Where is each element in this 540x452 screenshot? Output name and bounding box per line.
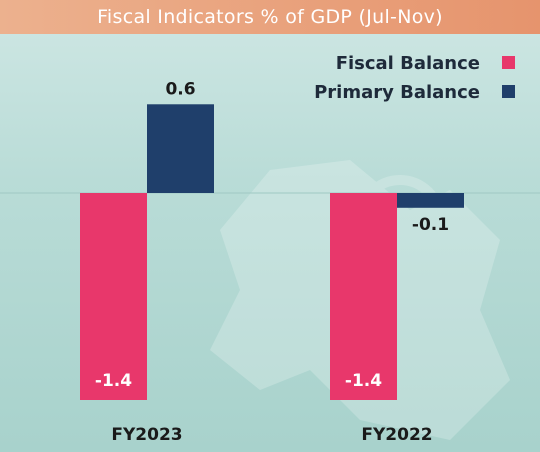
legend-swatch-fiscal-balance — [502, 56, 515, 69]
bar-fy2023-fiscal-balance — [80, 193, 147, 400]
data-label-fy2022-fiscal-balance: -1.4 — [345, 371, 382, 391]
legend-swatch-primary-balance — [502, 85, 515, 98]
bar-fy2023-primary-balance — [147, 104, 214, 193]
bar-fy2022-primary-balance — [397, 193, 464, 208]
data-label-fy2023-fiscal-balance: -1.4 — [95, 371, 132, 391]
bar-fy2022-fiscal-balance — [330, 193, 397, 400]
category-label-fy2023: FY2023 — [111, 425, 182, 445]
chart-title: Fiscal Indicators % of GDP (Jul-Nov) — [97, 6, 443, 28]
data-label-fy2023-primary-balance: 0.6 — [165, 79, 195, 99]
chart-title-bar: Fiscal Indicators % of GDP (Jul-Nov) — [0, 0, 540, 34]
category-label-fy2022: FY2022 — [361, 425, 432, 445]
data-label-fy2022-primary-balance: -0.1 — [412, 215, 449, 235]
legend-label-primary-balance: Primary Balance — [314, 82, 480, 103]
legend-label-fiscal-balance: Fiscal Balance — [336, 53, 480, 74]
